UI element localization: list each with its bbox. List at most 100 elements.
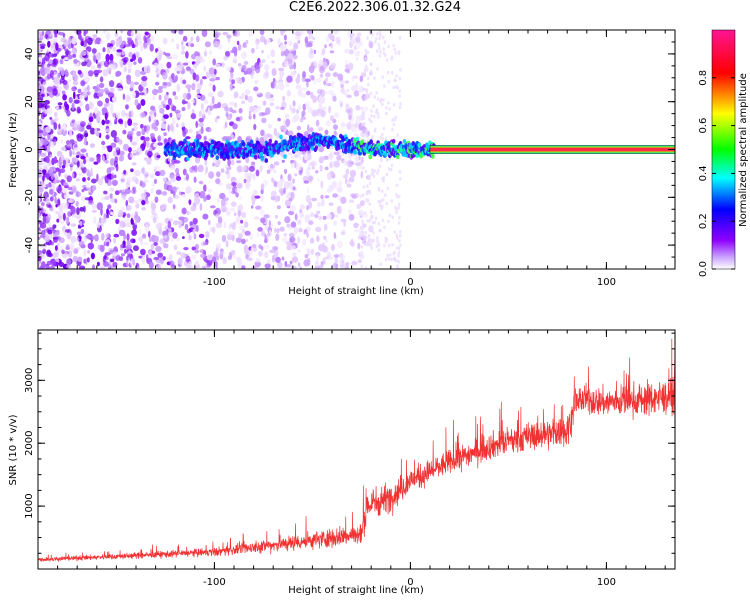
noise-cell bbox=[297, 105, 302, 111]
signal-cell bbox=[279, 134, 283, 140]
noise-cell bbox=[126, 213, 131, 219]
colorbar-tick-label: 0.0 bbox=[698, 261, 709, 277]
noise-cell bbox=[348, 199, 355, 203]
noise-cell bbox=[201, 76, 208, 80]
noise-cell bbox=[171, 72, 175, 80]
noise-cell bbox=[212, 226, 216, 234]
noise-cell bbox=[44, 155, 50, 164]
noise-cell bbox=[291, 117, 297, 123]
noise-cell bbox=[279, 226, 285, 232]
colorbar-ticks: 0.00.20.40.60.8 bbox=[698, 70, 735, 277]
noise-cell bbox=[227, 37, 231, 43]
noise-cell bbox=[158, 94, 162, 101]
noise-cell bbox=[82, 177, 86, 182]
noise-cell bbox=[306, 90, 311, 96]
noise-cell bbox=[42, 138, 48, 146]
noise-cell bbox=[71, 102, 75, 111]
noise-cell bbox=[344, 80, 349, 84]
noise-cell bbox=[263, 214, 270, 219]
noise-cell bbox=[175, 167, 180, 174]
noise-cell bbox=[195, 95, 201, 98]
noise-cell bbox=[78, 33, 82, 40]
signal-cell bbox=[368, 154, 373, 160]
noise-cell bbox=[341, 121, 344, 128]
noise-cell bbox=[239, 116, 243, 121]
noise-cell bbox=[360, 131, 366, 138]
noise-cell bbox=[70, 205, 76, 213]
noise-cell bbox=[360, 233, 364, 238]
signal-cell bbox=[431, 154, 435, 159]
noise-cell bbox=[328, 90, 335, 95]
noise-cell bbox=[260, 217, 266, 224]
noise-cell bbox=[226, 65, 232, 72]
noise-cell bbox=[323, 235, 327, 240]
noise-cell bbox=[94, 40, 97, 45]
noise-cell bbox=[362, 166, 365, 170]
noise-cell bbox=[231, 79, 236, 85]
noise-cell bbox=[299, 209, 303, 213]
noise-cell bbox=[396, 264, 399, 268]
noise-cell bbox=[318, 145, 325, 153]
noise-cell bbox=[251, 244, 257, 249]
noise-cell bbox=[392, 102, 396, 107]
noise-cell bbox=[301, 87, 307, 91]
noise-cell bbox=[359, 200, 365, 207]
noise-cell bbox=[123, 56, 129, 63]
noise-cell bbox=[83, 249, 87, 256]
snr-series-line bbox=[38, 338, 675, 562]
noise-cell bbox=[324, 129, 329, 135]
noise-cell bbox=[284, 260, 288, 267]
noise-cell bbox=[370, 114, 373, 118]
noise-cell bbox=[127, 130, 134, 136]
noise-cell bbox=[70, 223, 77, 227]
noise-cell bbox=[360, 106, 364, 111]
noise-cell bbox=[204, 158, 208, 166]
noise-cell bbox=[213, 68, 217, 75]
noise-cell bbox=[319, 73, 324, 78]
noise-cell bbox=[71, 213, 77, 218]
noise-cell bbox=[332, 262, 338, 269]
noise-cell bbox=[194, 250, 200, 254]
noise-cell bbox=[182, 79, 187, 85]
noise-cell bbox=[231, 201, 237, 207]
noise-cell bbox=[346, 89, 350, 93]
noise-cell bbox=[112, 150, 118, 157]
noise-cell bbox=[114, 121, 117, 125]
noise-cell bbox=[288, 48, 295, 52]
noise-cell bbox=[181, 106, 186, 112]
noise-cell bbox=[123, 169, 127, 175]
noise-cell bbox=[109, 53, 114, 62]
noise-cell bbox=[106, 153, 109, 160]
noise-cell bbox=[320, 194, 324, 200]
noise-cell bbox=[45, 30, 52, 35]
noise-cell bbox=[306, 187, 310, 194]
noise-cell bbox=[304, 214, 311, 222]
noise-cell bbox=[199, 191, 206, 199]
noise-cell bbox=[383, 84, 386, 88]
snr-y-label: SNR (10 * v/v) bbox=[8, 414, 19, 485]
noise-cell bbox=[204, 262, 208, 266]
noise-cell bbox=[42, 208, 46, 213]
noise-cell bbox=[244, 89, 251, 95]
noise-cell bbox=[279, 187, 283, 196]
noise-cell bbox=[52, 88, 58, 96]
noise-cell bbox=[293, 32, 296, 36]
noise-cell bbox=[251, 205, 254, 209]
signal-cell bbox=[419, 153, 424, 159]
noise-cell bbox=[297, 249, 301, 253]
noise-cell bbox=[170, 264, 176, 269]
noise-cell bbox=[383, 193, 387, 197]
noise-cell bbox=[232, 46, 238, 54]
noise-cell bbox=[288, 210, 295, 216]
noise-cell bbox=[226, 173, 231, 177]
noise-cell bbox=[363, 242, 367, 246]
noise-cell bbox=[93, 92, 98, 99]
noise-cell bbox=[156, 154, 161, 159]
noise-cell bbox=[106, 32, 111, 40]
noise-cell bbox=[360, 245, 364, 249]
noise-cell bbox=[255, 66, 261, 74]
noise-cell bbox=[344, 177, 348, 185]
noise-cell bbox=[204, 259, 210, 263]
noise-cell bbox=[241, 64, 247, 71]
noise-cell bbox=[328, 43, 332, 47]
